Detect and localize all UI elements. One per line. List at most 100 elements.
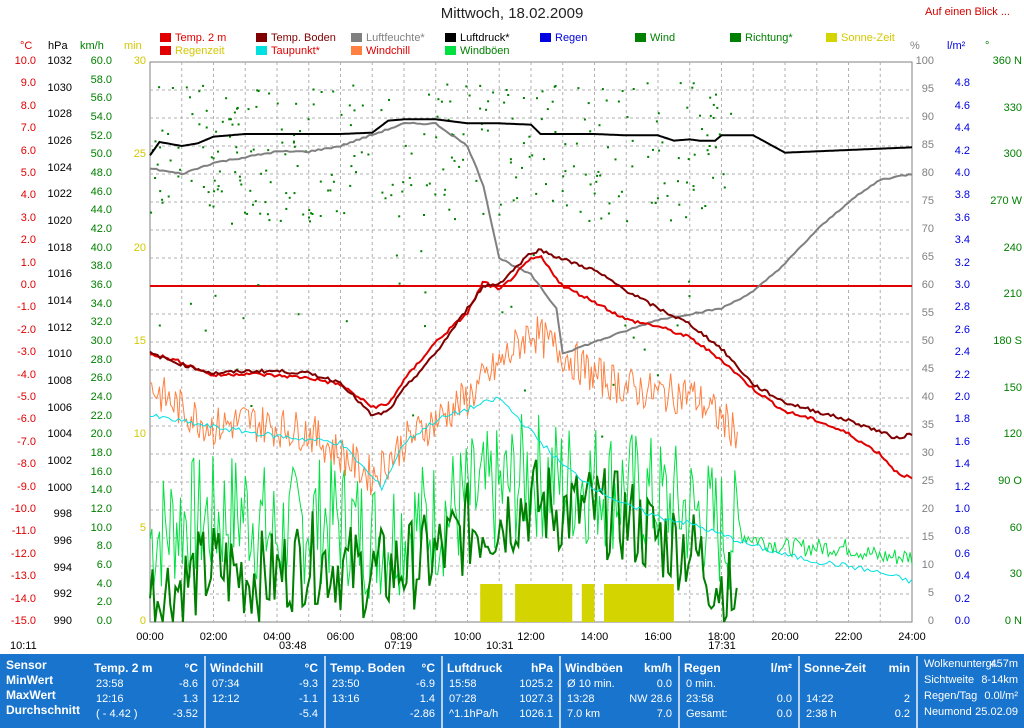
time-tick: 08:00: [390, 631, 418, 643]
summary-cell-label: 13:16: [332, 693, 360, 705]
humidity-tick: 100: [915, 55, 934, 67]
summary-cell-value: 0.0l/m²: [984, 690, 1018, 702]
temperature-tick: -5.0: [17, 391, 36, 403]
direction-point: [676, 324, 679, 327]
direction-point: [221, 120, 224, 123]
direction-point: [404, 144, 407, 147]
summary-cell-label: 13:28: [567, 693, 595, 705]
direction-point: [451, 133, 453, 136]
temperature-tick: 8.0: [20, 99, 36, 112]
overview-link[interactable]: Auf einen Blick ...: [925, 6, 1010, 18]
temperature-tick: -10.0: [10, 503, 36, 515]
humidity-tick: 40: [921, 391, 934, 403]
summary-cell-value: -1.1: [299, 693, 318, 705]
wind-tick: 34.0: [90, 297, 112, 310]
direction-point: [398, 215, 401, 218]
direction-point: [288, 196, 291, 199]
axis-unit-label: l/m²: [947, 40, 966, 52]
humidity-tick: 20: [921, 503, 934, 515]
summary-section-unit: km/h: [643, 661, 672, 675]
direction-point: [353, 155, 356, 157]
pressure-tick: 1016: [47, 268, 72, 281]
direction-point: [511, 117, 514, 120]
rain-tick: 3.6: [954, 211, 970, 224]
direction-point: [202, 84, 205, 87]
time-tick: 00:00: [136, 631, 164, 643]
direction-point: [551, 199, 554, 202]
direction-point: [264, 201, 267, 204]
legend-item: Temp. 2 m: [160, 32, 226, 44]
direction-point: [159, 146, 162, 149]
summary-cell-value: 1027.3: [519, 693, 553, 705]
summary-section-unit: l/m²: [770, 661, 792, 675]
series-line: [149, 248, 913, 440]
direction-point: [709, 96, 712, 99]
direction-point: [554, 131, 557, 133]
direction-point: [449, 100, 452, 103]
direction-point: [486, 129, 489, 132]
direction-point: [161, 198, 164, 201]
direction-point: [564, 143, 567, 146]
direction-point: [295, 102, 298, 105]
direction-point: [299, 130, 302, 133]
direction-point: [448, 208, 451, 211]
direction-point: [685, 216, 688, 219]
direction-point: [543, 158, 545, 161]
pressure-tick: 1022: [47, 188, 72, 201]
sun-tick: 5: [139, 521, 146, 534]
direction-point: [521, 166, 523, 169]
direction-point: [310, 212, 313, 215]
direction-point: [620, 190, 623, 193]
rain-tick: 4.0: [954, 167, 970, 179]
summary-cell-value: 0.0: [776, 708, 792, 720]
rain-tick: 1.6: [954, 435, 970, 448]
humidity-tick: 75: [921, 195, 934, 207]
wind-tick: 60.0: [90, 55, 112, 67]
wind-tick: 12.0: [90, 503, 112, 515]
direction-point: [233, 111, 236, 114]
direction-point: [588, 219, 591, 222]
summary-cell-label: Sichtweite: [924, 674, 975, 686]
summary-section-unit: °C: [421, 661, 435, 675]
time-tick: 22:00: [835, 631, 863, 643]
direction-point: [158, 86, 161, 89]
direction-point: [266, 213, 269, 216]
direction-point: [156, 163, 159, 166]
pressure-tick: 998: [53, 508, 72, 521]
direction-point: [250, 150, 253, 153]
summary-cell-label: Ø 10 min.: [567, 678, 615, 690]
direction-point: [528, 155, 531, 158]
direction-point: [565, 204, 568, 207]
direction-point: [462, 133, 465, 136]
direction-point: [562, 175, 565, 178]
rain-tick: 0.6: [954, 547, 970, 560]
summary-section: Windböen km/h Ø 10 min. 0.0 13:28 NW 28.6 7.0 …: [561, 656, 680, 728]
summary-cell-label: ^1.1hPa/h: [449, 708, 499, 720]
pressure-tick: 1018: [47, 241, 72, 254]
direction-point: [154, 177, 157, 179]
summary-cell-value: -9.3: [299, 678, 318, 690]
rain-tick: 2.8: [954, 301, 970, 314]
direction-point: [498, 213, 501, 216]
sunshine-bar: [604, 584, 674, 622]
direction-tick: 0 N: [1004, 615, 1022, 627]
wind-tick: 14.0: [90, 484, 112, 497]
wind-tick: 16.0: [90, 465, 112, 478]
direction-point: [242, 317, 245, 320]
humidity-tick: 45: [921, 363, 934, 375]
direction-point: [601, 88, 604, 91]
series-line: [149, 254, 913, 480]
pressure-tick: 1032: [47, 55, 72, 67]
direction-point: [704, 205, 707, 207]
wind-tick: 38.0: [90, 260, 112, 273]
direction-point: [410, 184, 413, 187]
humidity-tick: 5: [927, 587, 934, 599]
direction-point: [249, 189, 252, 192]
summary-cell-value: 0.0: [656, 678, 672, 690]
time-mark: 03:48: [279, 640, 307, 652]
summary-section-title: Regen: [684, 661, 721, 675]
direction-point: [600, 217, 603, 220]
temperature-tick: -14.0: [10, 592, 36, 605]
humidity-tick: 80: [921, 167, 934, 179]
summary-cell-label: Gesamt:: [686, 708, 728, 720]
